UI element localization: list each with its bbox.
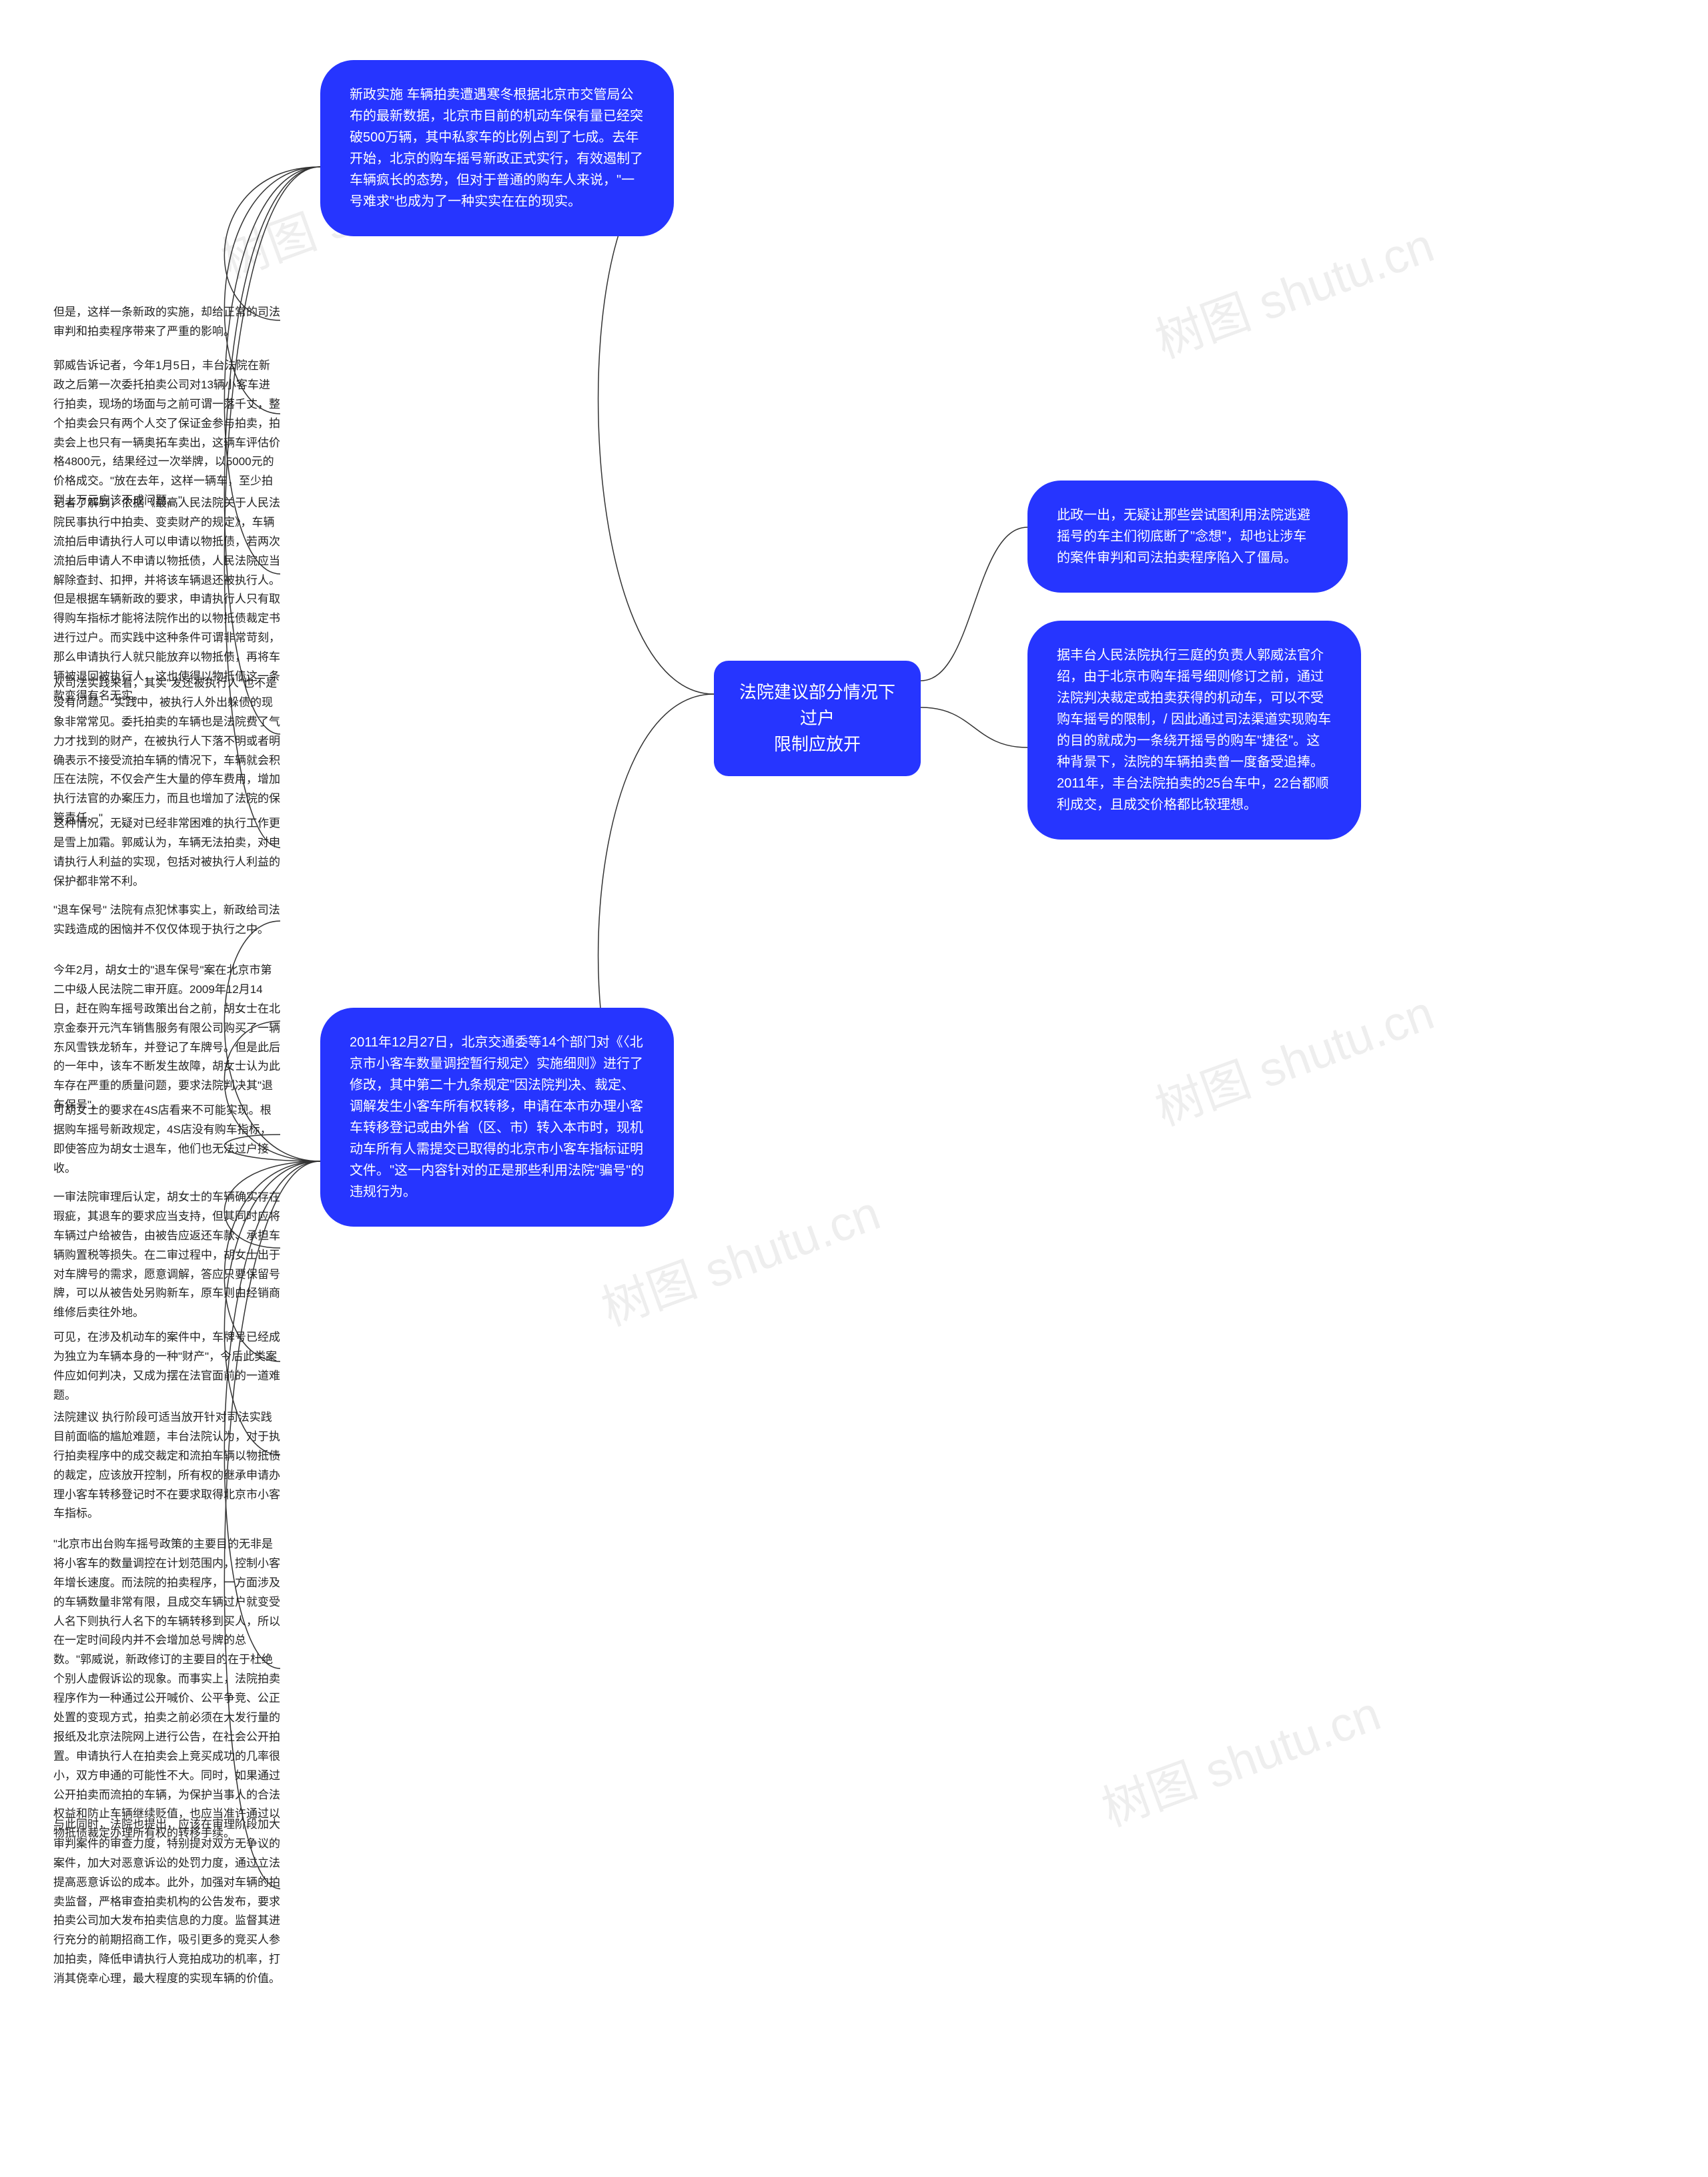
connector <box>224 167 320 320</box>
connector <box>598 167 714 694</box>
text-block: 可见，在涉及机动车的案件中，车牌号已经成为独立为车辆本身的一种"财产"，今后此类… <box>53 1328 280 1406</box>
text-block: 郭威告诉记者，今年1月5日，丰台法院在新政之后第一次委托拍卖公司对13辆小客车进… <box>53 356 280 511</box>
connector <box>921 527 1027 681</box>
text-block: 一审法院审理后认定，胡女士的车辆确实存在瑕疵，其退车的要求应当支持，但其同时应将… <box>53 1188 280 1323</box>
text-block: 法院建议 执行阶段可适当放开针对司法实践目前面临的尴尬难题，丰台法院认为，对于执… <box>53 1408 280 1524</box>
connector <box>921 707 1027 747</box>
text-block: 与此同时，法院也提出，应该在审理阶段加大审判案件的审查力度，特别提对双方无争议的… <box>53 1815 280 1989</box>
text-block: 从司法实践来看，其实"发还被执行人"也不是没有问题。"实践中，被执行人外出躲债的… <box>53 674 280 828</box>
text-block: 今年2月，胡女士的"退车保号"案在北京市第二中级人民法院二审开庭。2009年12… <box>53 961 280 1115</box>
node-top[interactable]: 新政实施 车辆拍卖遭遇寒冬根据北京市交管局公布的最新数据，北京市目前的机动车保有… <box>320 60 674 236</box>
watermark: 树图 shutu.cn <box>1144 206 1442 372</box>
center-node[interactable]: 法院建议部分情况下过户限制应放开 <box>714 661 921 776</box>
node-bottom[interactable]: 2011年12月27日，北京交通委等14个部门对《〈北京市小客车数量调控暂行规定… <box>320 1008 674 1227</box>
text-block: 可胡女士的要求在4S店看来不可能实现。根据购车摇号新政规定，4S店没有购车指标，… <box>53 1101 280 1179</box>
text-block: "退车保号" 法院有点犯怵事实上，新政给司法实践造成的困恼并不仅仅体现于执行之中… <box>53 901 280 940</box>
watermark: 树图 shutu.cn <box>1091 1674 1388 1840</box>
text-block: 但是，这样一条新政的实施，却给正常的司法审判和拍卖程序带来了严重的影响。 <box>53 303 280 342</box>
watermark: 树图 shutu.cn <box>1144 974 1442 1139</box>
node-right-1[interactable]: 此政一出，无疑让那些尝试图利用法院逃避摇号的车主们彻底断了"念想"，却也让涉车的… <box>1027 481 1348 593</box>
node-right-2[interactable]: 据丰台人民法院执行三庭的负责人郭威法官介绍，由于北京市购车摇号细则修订之前，通过… <box>1027 621 1361 840</box>
text-block: 这种情况，无疑对已经非常困难的执行工作更是雪上加霜。郭威认为，车辆无法拍卖，对申… <box>53 814 280 892</box>
text-block: "北京市出台购车摇号政策的主要目的无非是将小客车的数量调控在计划范围内，控制小客… <box>53 1535 280 1843</box>
